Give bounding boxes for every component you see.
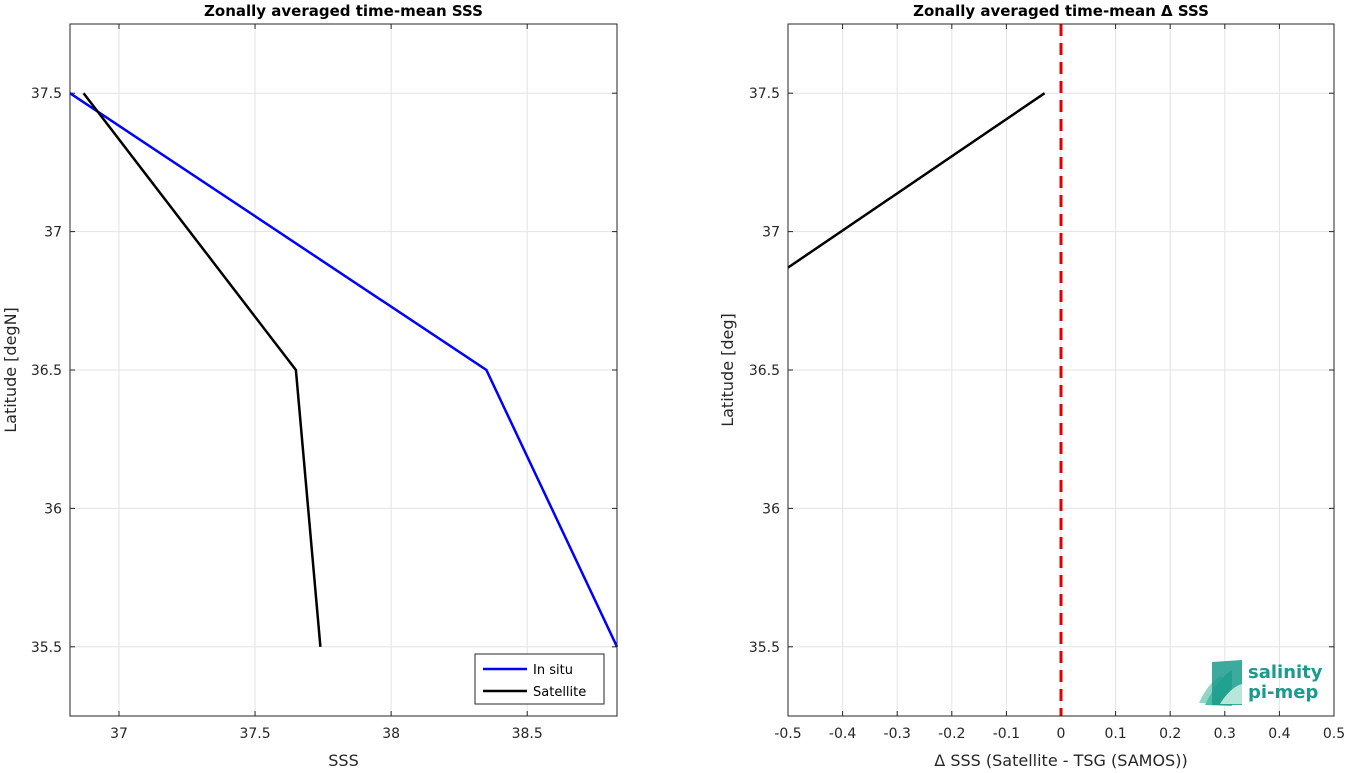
legend-box [474,653,605,705]
x-tick-label: 0.5 [1323,726,1345,742]
series-line-0 [787,92,1046,269]
x-tick-label: 0.1 [1104,726,1126,742]
y-axis-label: Latitude [deg] [718,313,737,427]
right-panel: -0.5 -0.4 -0.3 -0.2 -0.1 0 0.1 0.2 0.3 0.4 0.5 35.5… [718,2,1345,770]
x-axis-label: SSS [328,751,358,769]
x-tick-label: -0.4 [829,726,856,742]
axes-box [787,23,1335,717]
x-tick-label: -0.2 [938,726,965,742]
salinity-pi-mep-logo: salinity pi-mep [1199,660,1323,706]
x-tick-label: 0.4 [1268,726,1290,742]
x-tick-label: 38 [382,726,400,742]
wave-icon [1199,660,1242,706]
y-tick-label: 37 [762,225,780,241]
y-tick-label: 35.5 [749,640,780,656]
y-tick-label: 37.5 [749,86,780,102]
series-line-1 [82,92,322,647]
x-tick-label: -0.1 [993,726,1020,742]
chart-title: Zonally averaged time-mean SSS [204,2,483,20]
x-tick-label: -0.3 [884,726,911,742]
y-tick-label: 37.5 [31,86,62,102]
x-tick-label: 0 [1057,726,1066,742]
x-axis-label: Δ SSS (Satellite - TSG (SAMOS)) [934,751,1187,769]
x-tick-label: 0.3 [1214,726,1236,742]
legend: In situ Satellite [474,653,605,705]
x-tick-label: 37.5 [239,726,270,742]
left-panel: 37 37.5 38 38.5 35.5 36 36.5 37 37.5 Zonally aver… [1,2,619,770]
y-tick-label: 36.5 [31,363,62,379]
y-tick-label: 36 [44,501,62,517]
chart-title: Zonally averaged time-mean Δ SSS [913,2,1209,20]
x-tick-label: 37 [110,726,128,742]
x-tick-label: -0.5 [774,726,801,742]
axes-box [69,23,618,717]
y-tick-label: 37 [44,225,62,241]
series-line-0 [69,92,619,648]
logo-line-2: pi-mep [1248,682,1318,703]
logo-line-1: salinity [1248,662,1323,683]
x-tick-label: 38.5 [512,726,543,742]
x-tick-label: 0.2 [1159,726,1181,742]
y-tick-label: 35.5 [31,640,62,656]
legend-label-0: In situ [533,663,573,678]
y-tick-label: 36.5 [749,363,780,379]
legend-label-1: Satellite [533,685,586,700]
y-axis-label: Latitude [degN] [1,307,20,433]
y-tick-label: 36 [762,501,780,517]
